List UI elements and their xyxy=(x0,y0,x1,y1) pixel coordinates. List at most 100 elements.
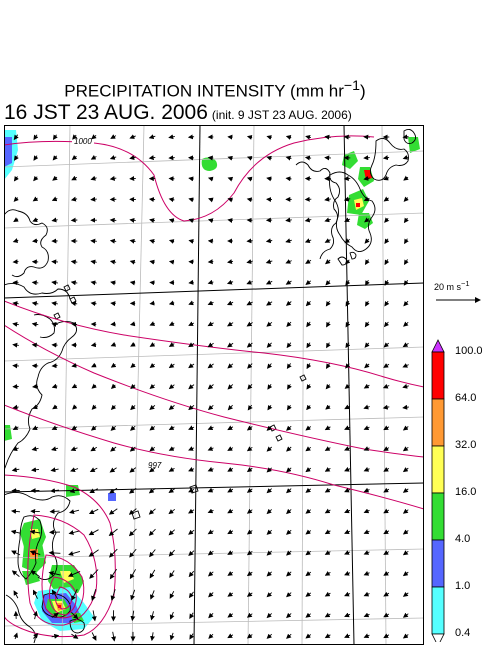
wind-arrow xyxy=(383,446,390,451)
wind-arrow xyxy=(51,589,58,600)
wind-arrow xyxy=(246,321,253,327)
wind-arrow xyxy=(129,487,137,494)
wind-arrow xyxy=(188,425,195,430)
wind-arrow xyxy=(149,362,156,369)
wind-arrow xyxy=(33,589,38,599)
wind-arrow xyxy=(168,259,175,265)
wind-arrow xyxy=(32,238,39,244)
wind-arrow xyxy=(266,488,273,494)
valid-time: 16 JST 23 AUG. 2006 (init. 9 JST 23 AUG. … xyxy=(4,101,352,125)
wind-arrow xyxy=(305,446,312,452)
wind-arrow xyxy=(188,238,194,244)
wind-arrow xyxy=(364,342,370,348)
wind-arrow xyxy=(324,591,331,597)
wind-arrow xyxy=(402,134,409,140)
wind-arrow xyxy=(383,175,390,181)
wind-arrow xyxy=(110,589,116,601)
wind-arrow xyxy=(168,404,175,411)
wind-arrow xyxy=(383,425,390,431)
wind-arrow xyxy=(246,529,253,535)
wind-arrow xyxy=(207,321,214,327)
wind-arrow xyxy=(382,404,390,410)
wind-arrow xyxy=(110,280,116,286)
wind-arrow xyxy=(344,633,351,638)
colorbar-svg xyxy=(431,339,445,642)
precip-cell xyxy=(108,493,116,501)
wind-arrow xyxy=(287,384,292,390)
wind-arrow xyxy=(207,529,214,535)
wind-arrow xyxy=(71,362,77,368)
contour-labels: 1000 997 xyxy=(72,135,164,470)
wind-arrow xyxy=(110,301,116,307)
wind-arrow xyxy=(246,342,253,348)
wind-arrow xyxy=(188,279,194,285)
wind-arrow xyxy=(324,446,331,451)
wind-arrow xyxy=(344,217,351,222)
wind-arrow xyxy=(266,467,273,473)
wind-arrow xyxy=(384,300,390,307)
wind-arrow xyxy=(285,135,292,140)
wind-arrow xyxy=(150,632,155,642)
wind-arrow xyxy=(129,548,137,558)
wind-arrow xyxy=(363,529,370,534)
wind-arrow xyxy=(51,321,58,327)
wind-arrow xyxy=(148,155,156,161)
wind-arrow xyxy=(247,384,253,390)
wind-arrow xyxy=(305,279,312,286)
wind-arrow xyxy=(208,633,214,639)
wind-arrow xyxy=(109,175,117,181)
wind-arrow xyxy=(286,508,292,515)
wind-arrow xyxy=(188,487,195,493)
wind-arrow xyxy=(266,135,272,140)
wind-arrow xyxy=(89,569,99,579)
wind-arrow xyxy=(403,175,409,181)
wind-reference-label: 20 m s−1 xyxy=(434,279,494,292)
longitude-line-major xyxy=(193,125,201,645)
wind-arrow xyxy=(90,175,97,181)
wind-arrow xyxy=(324,196,331,202)
wind-arrow xyxy=(189,612,195,619)
wind-arrow xyxy=(188,550,195,556)
wind-arrow xyxy=(89,488,99,493)
wind-arrow xyxy=(207,279,214,285)
wind-arrow xyxy=(305,571,312,577)
wind-arrow xyxy=(402,467,409,473)
contour-label-997: 997 xyxy=(148,461,162,470)
wind-arrow xyxy=(227,218,233,223)
wind-arrow xyxy=(266,300,273,306)
wind-arrow xyxy=(343,175,351,181)
wind-arrow xyxy=(286,446,292,452)
wind-arrow xyxy=(344,612,351,618)
wind-arrow xyxy=(286,571,292,577)
wind-arrow xyxy=(11,550,21,556)
wind-arrow xyxy=(343,134,351,140)
wind-arrow xyxy=(345,321,351,328)
colorbar-segment xyxy=(431,351,445,400)
wind-arrow xyxy=(404,238,409,245)
wind-arrow xyxy=(149,238,155,244)
wind-arrow xyxy=(305,550,312,556)
wind-arrow xyxy=(402,487,409,493)
coastline xyxy=(369,138,409,181)
wind-arrow xyxy=(285,300,292,306)
wind-arrow xyxy=(31,467,40,473)
wind-arrow xyxy=(188,446,195,451)
wind-arrow xyxy=(325,300,331,307)
wind-arrow xyxy=(129,217,136,223)
wind-arrow xyxy=(345,363,351,369)
wind-arrow xyxy=(13,134,19,141)
wind-arrow xyxy=(128,528,137,537)
wind-arrow xyxy=(286,612,292,619)
wind-arrow xyxy=(227,487,234,493)
wind-arrow xyxy=(207,425,214,430)
wind-arrow xyxy=(305,633,312,639)
wind-arrow xyxy=(265,279,273,285)
wind-arrow xyxy=(48,550,61,556)
latitude-line xyxy=(4,548,424,559)
wind-arrow xyxy=(227,425,234,431)
wind-arrow xyxy=(168,134,175,140)
wind-arrow xyxy=(149,259,155,265)
wind-arrow xyxy=(403,280,409,286)
contour-label-1000: 1000 xyxy=(74,137,92,146)
wind-arrow xyxy=(148,134,156,140)
